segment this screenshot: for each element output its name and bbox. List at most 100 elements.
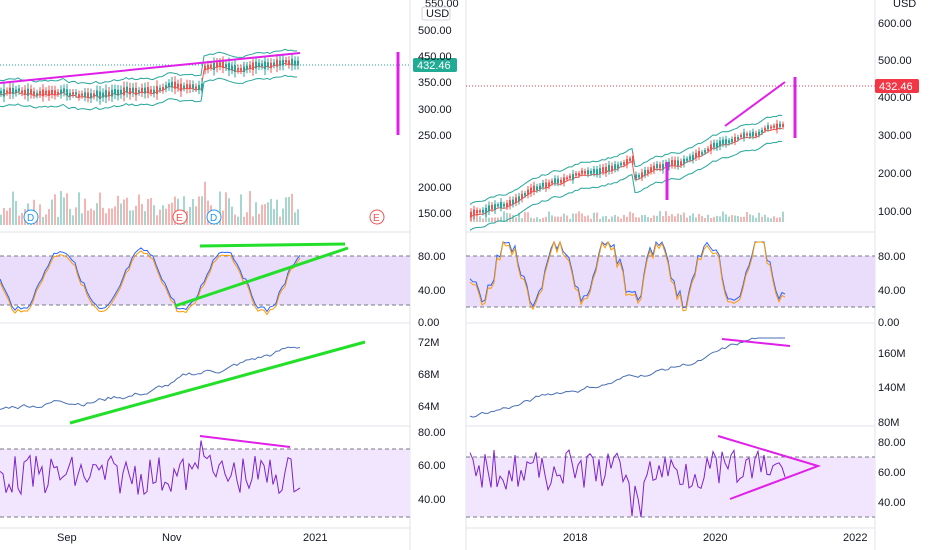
volume-bar — [102, 207, 104, 225]
volume-bar — [147, 198, 149, 225]
right-drawings[interactable] — [665, 77, 822, 500]
left-drawings[interactable] — [0, 52, 400, 448]
volume-bar — [6, 210, 8, 225]
candle-body — [18, 88, 20, 92]
volume-bar — [506, 213, 508, 222]
right-currency-label[interactable]: USD — [893, 0, 916, 10]
volume-bar — [476, 213, 478, 222]
event-e-icon[interactable]: E — [172, 209, 188, 225]
right-obv-trendline[interactable] — [721, 338, 791, 347]
candle-body — [668, 161, 670, 167]
candle-body — [530, 187, 532, 194]
volume-bar — [21, 212, 23, 225]
volume-bar — [162, 205, 164, 225]
volume-bar — [273, 209, 275, 225]
volume-bar — [701, 216, 703, 222]
volume-bar — [255, 202, 257, 225]
volume-bar — [590, 218, 592, 222]
volume-bar — [689, 215, 691, 222]
volume-bar — [491, 217, 493, 222]
volume-bar — [569, 218, 571, 222]
volume-bar — [204, 181, 206, 225]
right-stoch-band — [466, 256, 875, 307]
volume-bar — [48, 209, 50, 225]
volume-bar — [132, 210, 134, 225]
right-rsi-line — [469, 448, 786, 518]
candle-body — [773, 125, 775, 128]
candle-body — [252, 62, 254, 70]
candle-body — [84, 92, 86, 97]
candle-body — [590, 170, 592, 174]
candle-body — [548, 182, 550, 187]
left-stoch-top-line[interactable] — [199, 242, 346, 248]
volume-bar — [539, 218, 541, 222]
volume-bar — [530, 217, 532, 222]
left-rsi-trendline[interactable] — [199, 435, 291, 448]
volume-bar — [653, 215, 655, 222]
volume-bar — [174, 196, 176, 225]
volume-bar — [650, 217, 652, 222]
left-rising-wedge-line[interactable] — [0, 52, 301, 84]
candle-body — [602, 167, 604, 172]
candle-body — [54, 90, 56, 96]
candle-body — [692, 154, 694, 160]
volume-bar — [611, 216, 613, 222]
event-label: E — [176, 213, 183, 224]
candle-body — [632, 155, 634, 162]
candle-body — [120, 89, 122, 95]
volume-bar — [156, 215, 158, 225]
candle-body — [626, 159, 628, 165]
left-candles — [0, 53, 299, 105]
candle-body — [560, 179, 562, 183]
candle-body — [36, 92, 38, 96]
event-d-icon[interactable]: D — [23, 209, 39, 225]
candle-body — [677, 160, 679, 166]
candle-body — [584, 170, 586, 174]
candle-body — [737, 136, 739, 140]
left-obv-tick: 64M — [418, 401, 439, 413]
volume-bar — [45, 214, 47, 225]
left-time-label: Nov — [162, 532, 182, 544]
candle-body — [581, 170, 583, 174]
candle-body — [662, 163, 664, 170]
candle-body — [671, 160, 673, 166]
candle-body — [521, 193, 523, 199]
candle-body — [536, 186, 538, 191]
right-wedge-line[interactable] — [724, 81, 786, 127]
candle-body — [90, 93, 92, 99]
volume-bar — [602, 216, 604, 222]
left-events[interactable]: D E D E — [23, 209, 385, 225]
candle-body — [764, 127, 766, 131]
right-time-label: 2018 — [563, 532, 587, 544]
candle-body — [288, 60, 290, 65]
volume-bar — [662, 216, 664, 222]
volume-bar — [81, 213, 83, 225]
volume-bar — [237, 216, 239, 225]
left-obv-trendline[interactable] — [69, 340, 366, 425]
candle-body — [207, 64, 209, 70]
volume-bar — [231, 206, 233, 225]
right-volume-bars — [470, 211, 784, 222]
left-last-price-badge: 432.46 — [413, 58, 457, 72]
left-price-tick: 350.00 — [418, 77, 452, 89]
candle-body — [168, 83, 170, 87]
volume-bar — [608, 218, 610, 222]
event-d-icon[interactable]: D — [206, 209, 222, 225]
left-currency-label[interactable]: USD — [426, 8, 449, 20]
volume-bar — [144, 211, 146, 225]
event-e-icon[interactable]: E — [369, 209, 385, 225]
volume-bar — [63, 197, 65, 225]
stoch-d — [0, 250, 301, 316]
candle-body — [66, 89, 68, 96]
right-price-tick: 200.00 — [878, 168, 912, 180]
right-rsi-triangle[interactable] — [717, 435, 822, 500]
left-stoch-bottom-line[interactable] — [174, 246, 349, 308]
candle-body — [21, 90, 23, 93]
volume-bar — [761, 216, 763, 222]
volume-bar — [713, 216, 715, 222]
candle-body — [761, 129, 763, 133]
volume-bar — [509, 213, 511, 222]
candle-body — [716, 142, 718, 148]
right-time-label: 2022 — [843, 532, 867, 544]
